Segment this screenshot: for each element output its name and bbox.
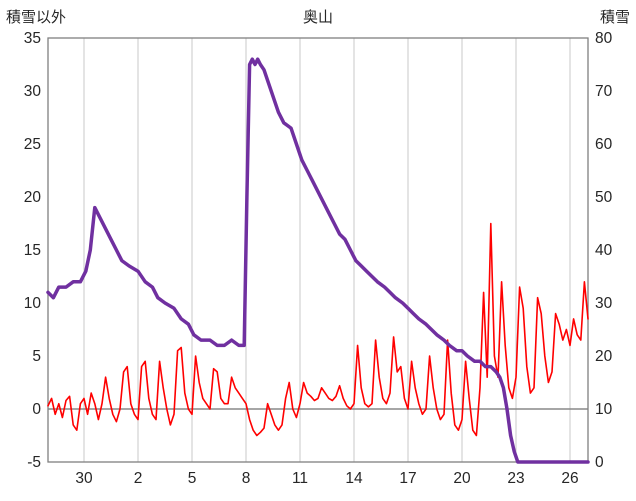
svg-text:0: 0 bbox=[595, 454, 604, 471]
svg-text:10: 10 bbox=[24, 295, 42, 312]
svg-text:26: 26 bbox=[561, 470, 578, 487]
svg-text:40: 40 bbox=[595, 242, 613, 259]
svg-text:30: 30 bbox=[75, 470, 93, 487]
svg-text:60: 60 bbox=[595, 136, 613, 153]
svg-text:30: 30 bbox=[24, 83, 42, 100]
left-axis-title: 積雪以外 bbox=[6, 9, 67, 26]
svg-text:5: 5 bbox=[32, 348, 41, 365]
svg-text:23: 23 bbox=[507, 470, 524, 487]
svg-text:-5: -5 bbox=[27, 454, 41, 471]
svg-text:2: 2 bbox=[134, 470, 143, 487]
svg-text:20: 20 bbox=[453, 470, 471, 487]
svg-text:5: 5 bbox=[188, 470, 197, 487]
svg-text:80: 80 bbox=[595, 30, 613, 47]
svg-text:11: 11 bbox=[292, 470, 308, 487]
svg-text:17: 17 bbox=[399, 470, 416, 487]
svg-text:30: 30 bbox=[595, 295, 613, 312]
svg-text:20: 20 bbox=[24, 189, 42, 206]
svg-text:15: 15 bbox=[24, 242, 41, 259]
svg-text:35: 35 bbox=[24, 30, 41, 47]
svg-text:25: 25 bbox=[24, 136, 41, 153]
chart-title: 奥山 bbox=[302, 9, 333, 26]
svg-text:0: 0 bbox=[32, 401, 41, 418]
svg-text:10: 10 bbox=[595, 401, 613, 418]
right-axis-title: 積雪 bbox=[599, 9, 630, 26]
svg-text:20: 20 bbox=[595, 348, 613, 365]
svg-text:50: 50 bbox=[595, 189, 613, 206]
svg-text:14: 14 bbox=[345, 470, 363, 487]
svg-text:8: 8 bbox=[242, 470, 251, 487]
svg-text:70: 70 bbox=[595, 83, 613, 100]
